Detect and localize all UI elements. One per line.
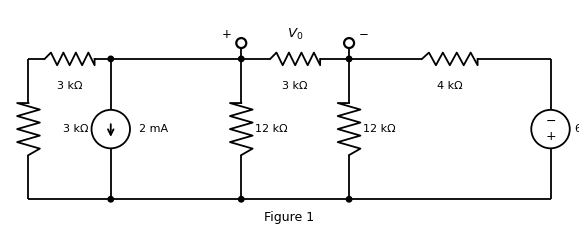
Ellipse shape (346, 56, 352, 62)
Ellipse shape (91, 110, 130, 148)
Text: −: − (358, 27, 368, 40)
Text: −: − (545, 115, 556, 128)
Text: 4 kΩ: 4 kΩ (437, 81, 463, 91)
Ellipse shape (346, 197, 352, 202)
Ellipse shape (532, 110, 570, 148)
Text: 6 V: 6 V (576, 124, 579, 134)
Text: $V_0$: $V_0$ (287, 27, 303, 42)
Text: 12 kΩ: 12 kΩ (363, 124, 396, 134)
Text: Figure 1: Figure 1 (265, 211, 314, 224)
Ellipse shape (344, 38, 354, 48)
Ellipse shape (239, 56, 244, 62)
Ellipse shape (239, 197, 244, 202)
Text: 2 mA: 2 mA (138, 124, 168, 134)
Ellipse shape (236, 38, 246, 48)
Text: +: + (222, 27, 232, 40)
Text: 12 kΩ: 12 kΩ (255, 124, 288, 134)
Text: 3 kΩ: 3 kΩ (57, 81, 82, 91)
Ellipse shape (108, 197, 113, 202)
Text: 3 kΩ: 3 kΩ (283, 81, 308, 91)
Ellipse shape (108, 56, 113, 62)
Text: +: + (545, 130, 556, 143)
Text: 3 kΩ: 3 kΩ (63, 124, 88, 134)
